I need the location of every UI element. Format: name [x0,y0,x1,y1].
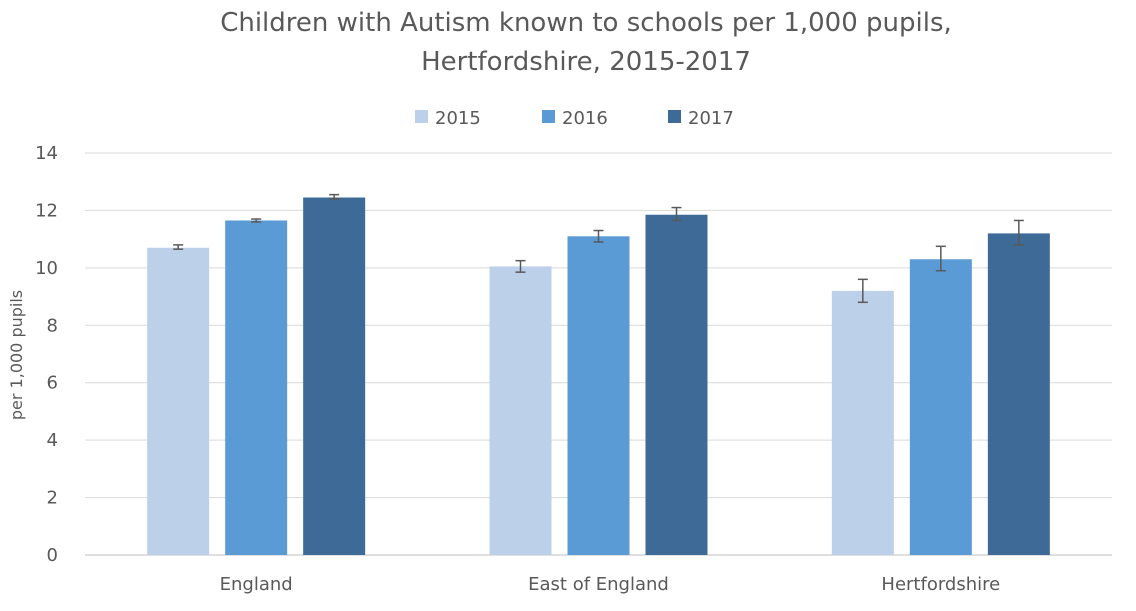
legend-label: 2016 [562,108,608,129]
bar [987,233,1050,555]
bar [831,290,894,555]
y-tick-label: 4 [47,430,58,451]
legend-label: 2015 [435,108,481,129]
y-axis-ticks: 0 2 4 6 8 10 12 14 [35,143,58,566]
legend-swatch [542,110,555,123]
chart-title-line-2: Hertfordshire, 2015-2017 [421,47,751,77]
bar [225,220,288,555]
y-tick-label: 12 [35,200,58,221]
y-tick-label: 2 [47,488,58,509]
legend-swatch [415,110,428,123]
bar [567,236,630,555]
y-tick-label: 8 [47,315,58,336]
bar [645,214,708,555]
bar [303,197,366,555]
y-tick-label: 10 [35,258,58,279]
y-tick-label: 14 [35,143,58,164]
x-category-label: East of England [528,574,669,595]
error-bars [173,193,1024,304]
x-category-label: Hertfordshire [881,574,1000,595]
bar [147,247,210,555]
legend-swatch [668,110,681,123]
bar [909,259,972,555]
bar [489,266,552,555]
y-axis-label: per 1,000 pupils [7,290,26,420]
x-axis-categories: England East of England Hertfordshire [220,574,1001,595]
y-tick-label: 0 [47,545,58,566]
legend: 2015 2016 2017 [415,108,734,129]
chart-title-line-1: Children with Autism known to schools pe… [220,8,952,38]
legend-label: 2017 [688,108,734,129]
y-tick-label: 6 [47,373,58,394]
x-category-label: England [220,574,293,595]
bars [147,197,1050,555]
